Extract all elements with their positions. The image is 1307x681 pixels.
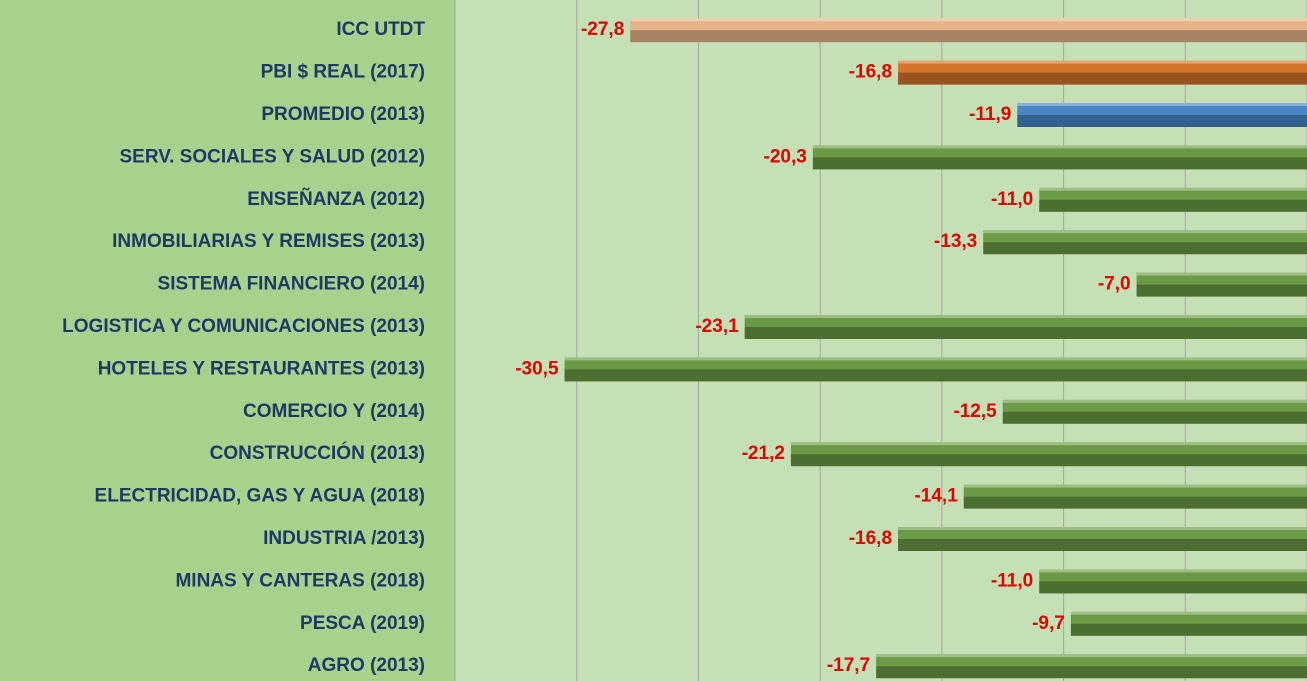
bar xyxy=(1070,611,1307,636)
bar-shade xyxy=(744,327,1307,339)
bar-shade xyxy=(983,242,1307,255)
y-tick-label: MINAS Y CANTERAS (2018) xyxy=(175,570,425,591)
bar-highlight xyxy=(898,527,1307,530)
bar-highlight xyxy=(1039,569,1307,573)
bar xyxy=(1017,103,1307,127)
bar-highlight xyxy=(1002,399,1307,403)
data-label: -17,7 xyxy=(827,655,870,676)
bar xyxy=(1039,569,1307,594)
bar-shade xyxy=(898,539,1307,551)
bar-shade xyxy=(1136,284,1307,297)
data-label: -21,2 xyxy=(742,443,785,464)
bar xyxy=(564,357,1307,382)
bar xyxy=(1039,187,1307,212)
bar-highlight xyxy=(963,484,1307,488)
bar-highlight xyxy=(630,18,1307,22)
bar xyxy=(812,145,1307,170)
bar-highlight xyxy=(812,145,1307,149)
data-label: -14,1 xyxy=(914,486,958,507)
bar-shade xyxy=(812,157,1307,170)
bar-shade xyxy=(630,30,1307,43)
data-label: -11,9 xyxy=(969,104,1011,125)
bar-highlight xyxy=(1136,272,1307,276)
y-tick-label: INMOBILIARIAS Y REMISES (2013) xyxy=(112,231,425,252)
bar-highlight xyxy=(1070,611,1307,615)
bar-shade xyxy=(1002,411,1307,424)
data-label: -13,3 xyxy=(934,231,977,252)
data-label: -12,5 xyxy=(953,401,997,422)
bar-highlight xyxy=(983,230,1307,234)
data-label: -16,8 xyxy=(849,528,892,549)
data-label: -11,0 xyxy=(991,189,1033,210)
y-tick-label: HOTELES Y RESTAURANTES (2013) xyxy=(98,358,425,379)
y-tick-label: AGRO (2013) xyxy=(308,655,425,676)
data-label: -27,8 xyxy=(581,19,624,40)
bar-highlight xyxy=(898,60,1307,64)
bar-shade xyxy=(1039,199,1307,212)
data-label: -30,5 xyxy=(515,358,559,379)
bar-shade xyxy=(963,496,1307,509)
y-tick-label: ICC UTDT xyxy=(336,19,425,40)
bar xyxy=(876,654,1307,679)
bar xyxy=(630,18,1307,43)
data-label: -7,0 xyxy=(1098,274,1131,295)
data-label: -23,1 xyxy=(695,316,739,337)
bar-highlight xyxy=(876,654,1307,658)
bar-shade xyxy=(876,666,1307,679)
y-tick-label: LOGISTICA Y COMUNICACIONES (2013) xyxy=(62,316,425,337)
bar-highlight xyxy=(1017,103,1307,106)
y-tick-label: SISTEMA FINANCIERO (2014) xyxy=(158,274,425,295)
y-tick-label: PBI $ REAL (2017) xyxy=(261,62,425,83)
y-tick-label: CONSTRUCCIÓN (2013) xyxy=(210,442,425,464)
y-tick-label: COMERCIO Y (2014) xyxy=(243,401,425,422)
bar-highlight xyxy=(744,315,1307,318)
data-label: -11,0 xyxy=(991,570,1033,591)
bar-highlight xyxy=(790,442,1307,446)
bar-highlight xyxy=(564,357,1307,361)
bar xyxy=(898,527,1307,551)
bar xyxy=(898,60,1307,85)
y-tick-label: PROMEDIO (2013) xyxy=(261,104,425,125)
bar-shade xyxy=(1017,115,1307,127)
y-tick-label: SERV. SOCIALES Y SALUD (2012) xyxy=(119,146,425,167)
y-tick-label: INDUSTRIA /2013) xyxy=(263,528,425,549)
y-tick-label: ENSEÑANZA (2012) xyxy=(247,188,425,210)
y-tick-label: ELECTRICIDAD, GAS Y AGUA (2018) xyxy=(95,486,425,507)
bar-shade xyxy=(564,369,1307,382)
bar-shade xyxy=(898,72,1307,85)
bar-shade xyxy=(1070,623,1307,636)
bar-highlight xyxy=(1039,187,1307,191)
data-label: -20,3 xyxy=(764,146,807,167)
bar xyxy=(963,484,1307,509)
bar xyxy=(983,230,1307,255)
data-label: -9,7 xyxy=(1032,613,1065,634)
bar xyxy=(790,442,1307,467)
bar-shade xyxy=(1039,581,1307,594)
bar xyxy=(1002,399,1307,424)
bar-shade xyxy=(790,454,1307,467)
bar xyxy=(1136,272,1307,297)
data-label: -16,8 xyxy=(849,62,892,83)
bar xyxy=(744,315,1307,339)
y-tick-label: PESCA (2019) xyxy=(300,613,425,634)
